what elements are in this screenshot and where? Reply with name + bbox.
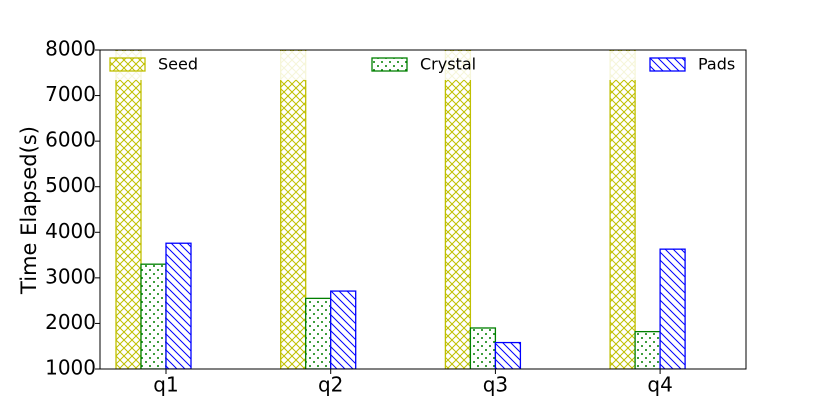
y-tick-label: 4000 xyxy=(45,219,96,243)
y-tick-label: 1000 xyxy=(45,356,96,380)
legend-label: Seed xyxy=(158,55,198,74)
y-axis-label: Time Elapsed(s) xyxy=(17,126,41,295)
bar xyxy=(469,327,497,369)
x-tick-label: q2 xyxy=(318,373,343,397)
legend-swatch xyxy=(109,57,146,72)
bar xyxy=(140,263,167,369)
x-tick-label: q3 xyxy=(483,373,508,397)
bar xyxy=(305,297,332,369)
legend-swatch xyxy=(371,57,408,72)
bar xyxy=(494,341,522,369)
plot-frame xyxy=(99,49,747,370)
x-tick-label: q1 xyxy=(153,373,178,397)
bar xyxy=(659,248,686,369)
bar xyxy=(634,330,661,369)
y-tick-label: 5000 xyxy=(45,173,96,197)
legend xyxy=(101,51,745,80)
y-tick-label: 7000 xyxy=(45,82,96,106)
y-tick-label: 3000 xyxy=(45,264,96,288)
legend-swatch xyxy=(649,57,686,72)
bar xyxy=(165,242,192,369)
bar xyxy=(330,290,357,369)
legend-label: Crystal xyxy=(420,55,476,74)
bar xyxy=(115,50,142,369)
bar xyxy=(444,50,472,369)
bar xyxy=(609,50,636,369)
bar xyxy=(280,50,307,369)
y-tick-label: 8000 xyxy=(45,37,96,61)
y-tick-label: 6000 xyxy=(45,128,96,152)
x-tick-label: q4 xyxy=(647,373,672,397)
legend-label: Pads xyxy=(698,55,735,74)
y-tick-label: 2000 xyxy=(45,310,96,334)
